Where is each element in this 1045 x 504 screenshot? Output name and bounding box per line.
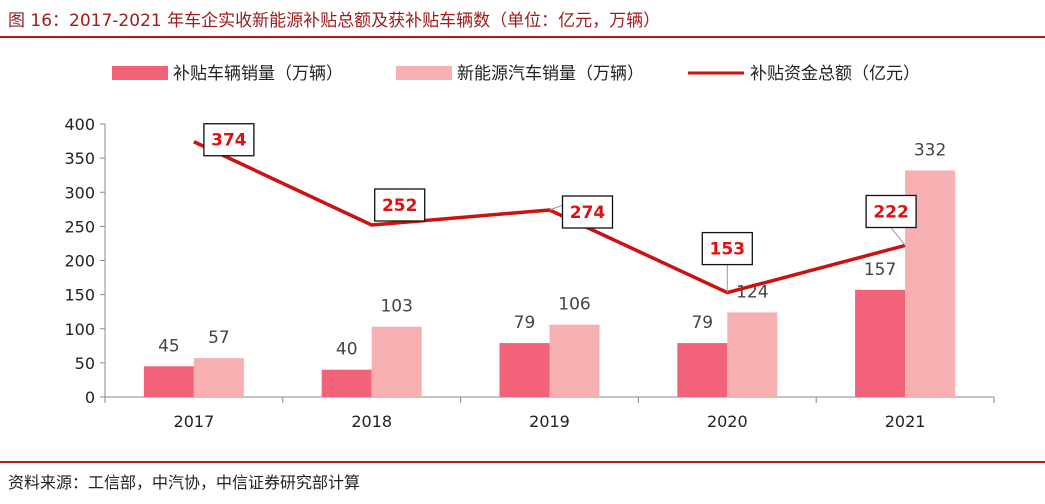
x-tick-label: 2019 <box>529 412 570 431</box>
bar-label-nev: 332 <box>914 140 946 160</box>
figure-title: 图 16：2017-2021 年车企实收新能源补贴总额及获补贴车辆数（单位：亿元… <box>8 11 661 31</box>
bar-label-subsidized: 79 <box>514 313 536 333</box>
chart: 补贴车辆销量（万辆） 新能源汽车销量（万辆） 补贴资金总额（亿元） 0 50 100… <box>64 64 995 431</box>
y-tick-label: 300 <box>64 183 95 202</box>
bar-label-nev: 103 <box>380 297 412 317</box>
line-value-label: 374 <box>211 131 247 151</box>
line-label-leader <box>890 227 906 246</box>
plot-area: 0 50 100 150 200 250 300 350 400 2017 2018 2019 2020… <box>64 115 995 431</box>
bar-label-nev: 57 <box>208 328 230 348</box>
line-label-box <box>203 123 255 157</box>
line-subsidy-total <box>193 140 906 295</box>
legend-label-subsidized: 补贴车辆销量（万辆） <box>173 64 343 84</box>
line-label-box <box>561 195 614 229</box>
x-tick-label: 2020 <box>707 412 748 431</box>
top-rule <box>0 36 1045 38</box>
bar-label-subsidized: 40 <box>336 340 358 360</box>
x-tick-label: 2017 <box>174 412 215 431</box>
line-value-label: 222 <box>873 202 909 222</box>
legend-swatch-nev <box>396 66 452 80</box>
bar-label-subsidized: 157 <box>864 260 896 280</box>
y-tick-label: 50 <box>75 354 95 373</box>
bar-label-subsidized: 45 <box>158 336 180 356</box>
bar-subsidized <box>855 289 906 397</box>
source-note: 资料来源：工信部，中汽协，中信证券研究部计算 <box>8 473 361 492</box>
y-tick-label: 250 <box>64 217 95 236</box>
line-value-label: 252 <box>382 196 418 216</box>
x-tick-label: 2018 <box>351 412 392 431</box>
bar-nev <box>193 358 244 397</box>
legend-swatch-subsidized <box>112 66 168 80</box>
bottom-rule <box>0 461 1045 463</box>
line-label-box <box>374 188 426 222</box>
line-value-label: 153 <box>710 240 746 260</box>
bar-nev <box>371 326 422 397</box>
y-tick-label: 200 <box>64 252 95 271</box>
bar-label-subsidized: 79 <box>691 313 713 333</box>
line-value-label: 274 <box>570 203 606 223</box>
legend: 补贴车辆销量（万辆） 新能源汽车销量（万辆） 补贴资金总额（亿元） <box>112 64 920 84</box>
line-label-box <box>865 194 917 229</box>
bar-nev <box>727 312 778 397</box>
y-tick-label: 0 <box>85 388 95 407</box>
line-label-box <box>701 231 753 266</box>
bar-nev <box>549 324 600 397</box>
y-tick-label: 100 <box>64 320 95 339</box>
bar-label-nev: 106 <box>558 295 590 315</box>
y-tick-label: 150 <box>64 286 95 305</box>
x-tick-label: 2021 <box>885 412 926 431</box>
y-tick-label: 350 <box>64 149 95 168</box>
bar-subsidized <box>143 366 194 397</box>
bar-subsidized <box>677 343 728 397</box>
bar-subsidized <box>499 343 550 397</box>
legend-label-nev: 新能源汽车销量（万辆） <box>457 64 644 84</box>
y-tick-label: 400 <box>64 115 95 134</box>
legend-label-subsidy-total: 补贴资金总额（亿元） <box>750 64 920 84</box>
bar-subsidized <box>321 369 372 397</box>
